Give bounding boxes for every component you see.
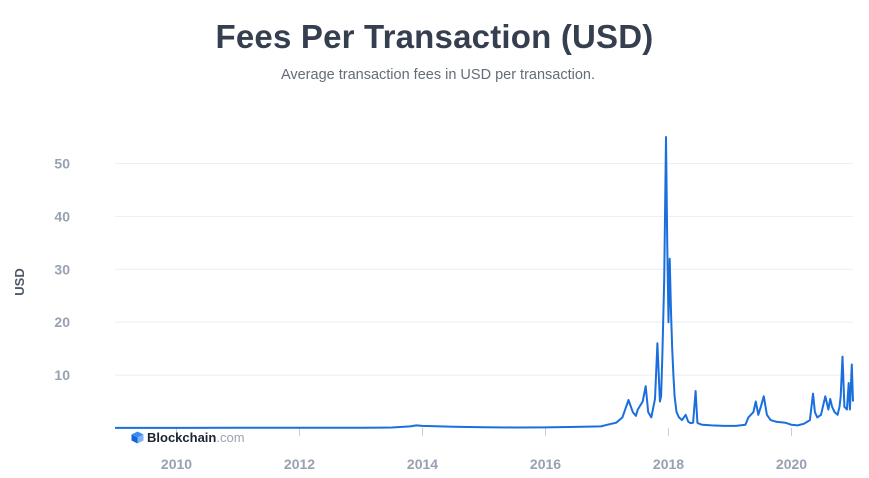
y-tick-label: 30 — [54, 261, 70, 277]
grid-lines — [115, 162, 853, 376]
x-tick-label: 2012 — [284, 456, 315, 472]
x-tick-label: 2010 — [161, 456, 192, 472]
x-tick-label: 2014 — [407, 456, 438, 472]
series-group — [115, 136, 854, 429]
series-line — [115, 136, 854, 429]
blockchain-cube-icon — [131, 431, 144, 443]
logo-suffix-text: .com — [216, 429, 245, 445]
y-tick-label: 10 — [54, 367, 70, 383]
chart-title: Fees Per Transaction (USD) — [215, 18, 654, 55]
y-tick-label: 50 — [54, 155, 70, 171]
x-tick-label: 2018 — [653, 456, 684, 472]
logo-brand-text: Blockchain — [147, 429, 217, 445]
chart-subtitle: Average transaction fees in USD per tran… — [280, 67, 596, 83]
x-tick-label: 2020 — [776, 456, 807, 472]
x-tick-label: 2016 — [530, 456, 561, 472]
y-tick-label: 20 — [54, 314, 70, 330]
x-axis-ticks: 2010 2012 2014 2016 2018 2020 — [161, 428, 807, 472]
y-axis-label: USD — [12, 268, 27, 295]
y-tick-label: 40 — [54, 208, 70, 224]
y-axis-ticks: 10 20 30 40 50 — [54, 155, 70, 383]
blockchain-logo: Blockchain .com — [131, 428, 245, 446]
